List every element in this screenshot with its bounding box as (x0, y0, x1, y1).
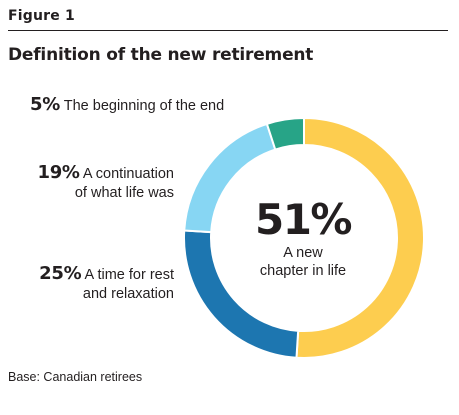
center-label-line-1: A new (283, 245, 323, 261)
center-label-line-2: chapter in life (259, 263, 347, 279)
legend-text-beginning: The beginning of the end (63, 98, 225, 114)
legend-text-rest-1: A time for rest (84, 267, 174, 283)
header-rule (8, 30, 448, 31)
legend-text-continuation-2: of what life was (74, 185, 174, 201)
legend-pct-continuation: 19% (37, 162, 80, 183)
base-note: Base: Canadian retirees (8, 370, 143, 384)
center-percentage: 51% (254, 195, 353, 244)
figure-label: Figure 1 (8, 8, 75, 24)
legend-pct-beginning: 5% (30, 94, 60, 115)
donut-slice-3 (265, 116, 305, 151)
legend-text-continuation-1: A continuation (82, 166, 174, 182)
legend-text-rest-2: and relaxation (82, 286, 174, 302)
legend-label-beginning: 5% The beginning of the end (30, 95, 224, 116)
legend-pct-rest: 25% (39, 263, 82, 284)
legend-label-continuation: 19% A continuation of what life was (37, 163, 174, 203)
donut-slices (183, 116, 426, 359)
legend-label-rest: 25% A time for rest and relaxation (39, 264, 174, 304)
donut-slice-0 (295, 116, 426, 359)
center-label: A new chapter in life (243, 244, 363, 280)
chart-title: Definition of the new retirement (8, 45, 314, 65)
